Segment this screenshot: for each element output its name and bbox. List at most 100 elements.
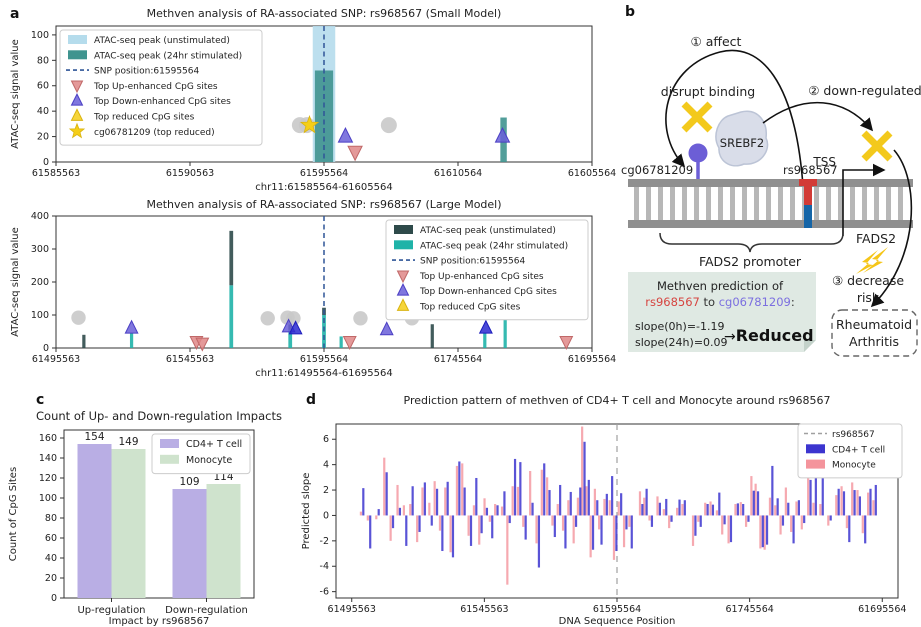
down-regulated-label: ② down-regulated <box>808 83 921 98</box>
svg-text:CD4+ T cell: CD4+ T cell <box>186 439 242 450</box>
legend: ATAC-seq peak (unstimulated) ATAC-seq pea… <box>385 219 589 321</box>
decrease-label: ③ decrease <box>832 273 904 288</box>
small-model-chart: Methven analysis of RA-associated SNP: r… <box>10 7 616 193</box>
chart-title: Prediction pattern of methven of CD4+ T … <box>404 394 831 407</box>
svg-text:61610564: 61610564 <box>434 168 482 179</box>
ra-line1: Rheumatoid <box>836 317 912 332</box>
snp-tick <box>799 179 817 228</box>
bar-value: 154 <box>84 431 104 443</box>
svg-text:cg06781209 (top reduced): cg06781209 (top reduced) <box>94 128 215 138</box>
panel-d-label: d <box>306 392 317 408</box>
plot-frame <box>63 429 255 599</box>
svg-text:61695564: 61695564 <box>568 354 616 365</box>
bar <box>111 449 146 598</box>
svg-text:61545563: 61545563 <box>166 354 214 365</box>
svg-text:100: 100 <box>31 30 49 41</box>
svg-text:ATAC-seq peak (24hr stimulated: ATAC-seq peak (24hr stimulated) <box>94 51 242 61</box>
srebf2-label: SREBF2 <box>720 136 764 150</box>
svg-text:61495563: 61495563 <box>328 604 376 615</box>
svg-text:CD4+ T cell: CD4+ T cell <box>832 445 885 455</box>
svg-text:0: 0 <box>43 343 49 354</box>
svg-text:100: 100 <box>31 310 49 321</box>
note-title: Methven prediction of <box>657 279 784 293</box>
svg-text:61745564: 61745564 <box>725 604 773 615</box>
cg-site-label: cg06781209 <box>621 163 693 177</box>
prediction-pattern-chart: Prediction pattern of methven of CD4+ T … <box>301 394 906 627</box>
svg-text:Down-regulation: Down-regulation <box>165 605 248 616</box>
note-line2: rs968567 to cg06781209: <box>645 295 795 309</box>
svg-text:61595564: 61595564 <box>593 604 641 615</box>
risk-label: risk <box>857 290 880 305</box>
svg-text:6: 6 <box>323 434 329 445</box>
svg-text:2: 2 <box>323 485 329 496</box>
disrupt-x-icon <box>681 101 713 133</box>
bar <box>206 484 241 598</box>
svg-text:Up-regulation: Up-regulation <box>77 605 145 616</box>
bar <box>172 489 207 598</box>
panel-c-label: c <box>36 392 45 408</box>
svg-text:Monocyte: Monocyte <box>186 455 232 466</box>
svg-text:200: 200 <box>31 277 49 288</box>
svg-text:160: 160 <box>39 433 57 444</box>
mechanism-diagram: ① affect disrupt binding SREBF2 ② down-r… <box>621 34 921 357</box>
y-axis-label: Predicted slope <box>301 473 312 550</box>
svg-text:0: 0 <box>51 593 57 604</box>
fads2-promoter-label: FADS2 promoter <box>699 254 802 269</box>
svg-text:SNP position:61595564: SNP position:61595564 <box>420 257 525 267</box>
chart-title: Count of Up- and Down-regulation Impacts <box>36 409 282 423</box>
x-axis-label: Impact by rs968567 <box>109 616 210 627</box>
tss-x-icon <box>861 130 893 162</box>
promoter-brace <box>659 232 844 253</box>
down-regulated-arrow <box>762 101 874 132</box>
note-slope24: slope(24h)=0.09 <box>635 336 728 349</box>
cpg-markers <box>291 114 511 162</box>
svg-text:61745564: 61745564 <box>434 354 482 365</box>
x-axis-label: DNA Sequence Position <box>559 616 676 627</box>
svg-text:ATAC-seq peak (unstimulated): ATAC-seq peak (unstimulated) <box>420 226 556 236</box>
svg-text:61605564: 61605564 <box>568 168 616 179</box>
svg-text:20: 20 <box>37 132 49 143</box>
svg-text:Monocyte: Monocyte <box>832 461 876 471</box>
svg-text:0: 0 <box>323 510 329 521</box>
risk-arrow <box>870 149 913 308</box>
bar-value: 109 <box>179 476 199 488</box>
svg-text:80: 80 <box>37 55 49 66</box>
svg-text:Top Down-enhanced CpG sites: Top Down-enhanced CpG sites <box>93 97 231 107</box>
cd4-spikes <box>362 441 877 568</box>
large-model-chart: Methven analysis of RA-associated SNP: r… <box>10 198 616 379</box>
svg-text:40: 40 <box>45 553 57 564</box>
lightning-icon <box>856 247 888 274</box>
svg-text:4: 4 <box>323 460 329 471</box>
legend: CD4+ T cell Monocyte <box>151 433 251 475</box>
svg-text:Top Down-enhanced CpG sites: Top Down-enhanced CpG sites <box>419 287 557 297</box>
svg-text:80: 80 <box>45 513 57 524</box>
panel-b-label: b <box>625 4 636 20</box>
svg-text:61595564: 61595564 <box>300 354 348 365</box>
y-axis-label: Count of CpG Sites <box>8 467 19 561</box>
svg-text:61595564: 61595564 <box>300 168 348 179</box>
svg-text:61585563: 61585563 <box>32 168 80 179</box>
svg-text:ATAC-seq peak (unstimulated): ATAC-seq peak (unstimulated) <box>94 36 230 46</box>
svg-text:60: 60 <box>37 81 49 92</box>
svg-text:Top Up-enhanced CpG sites: Top Up-enhanced CpG sites <box>93 82 218 92</box>
tss-label: TSS <box>812 155 836 169</box>
y-axis-label: ATAC-seq signal value <box>10 39 21 149</box>
y-axis-label: ATAC-seq signal value <box>10 227 21 337</box>
bar <box>77 444 112 598</box>
note-reduced: →Reduced <box>724 326 814 345</box>
fads2-label: FADS2 <box>856 231 896 246</box>
svg-text:ATAC-seq peak (24hr stimulated: ATAC-seq peak (24hr stimulated) <box>420 241 568 251</box>
note-slope0: slope(0h)=-1.19 <box>635 320 725 333</box>
affect-label: ① affect <box>691 34 742 49</box>
bar-value: 149 <box>118 436 138 448</box>
svg-text:-2: -2 <box>320 536 329 547</box>
dna-ladder <box>628 179 913 228</box>
svg-text:400: 400 <box>31 211 49 222</box>
panel-a-label: a <box>10 6 20 22</box>
chart-title: Methven analysis of RA-associated SNP: r… <box>146 198 501 211</box>
svg-text:-4: -4 <box>320 561 329 572</box>
tss-arrow <box>842 163 886 236</box>
disrupt-binding-label: disrupt binding <box>661 84 755 99</box>
ra-line2: Arthritis <box>849 334 899 349</box>
